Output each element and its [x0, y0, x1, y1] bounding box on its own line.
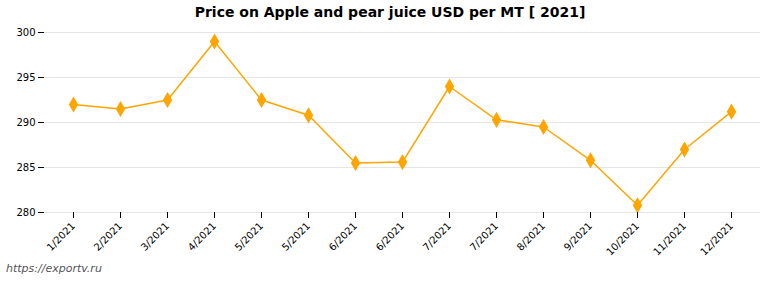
svg-text:7/2021: 7/2021	[421, 220, 454, 253]
svg-text:12/2021: 12/2021	[698, 220, 735, 257]
svg-text:2/2021: 2/2021	[92, 220, 125, 253]
svg-text:280: 280	[16, 207, 35, 218]
html-text:Price on Apple and pear juice: Price on Apple and pear juice USD per MT…	[194, 4, 586, 20]
svg-text:7/2021: 7/2021	[468, 220, 501, 253]
svg-text:300: 300	[16, 27, 35, 38]
svg-text:5/2021: 5/2021	[233, 220, 266, 253]
svg-text:6/2021: 6/2021	[327, 220, 360, 253]
svg-text:285: 285	[16, 162, 35, 173]
html-text:https://exportv.ru: https://exportv.ru	[6, 262, 102, 275]
svg-text:1/2021: 1/2021	[45, 220, 78, 253]
svg-text:295: 295	[16, 72, 35, 83]
svg-text:8/2021: 8/2021	[515, 220, 548, 253]
svg-text:9/2021: 9/2021	[562, 220, 595, 253]
svg-text:290: 290	[16, 117, 35, 128]
svg-text:10/2021: 10/2021	[604, 220, 641, 257]
svg-text:4/2021: 4/2021	[186, 220, 219, 253]
svg-text:3/2021: 3/2021	[139, 220, 172, 253]
svg-text:5/2021: 5/2021	[280, 220, 313, 253]
svg-text:6/2021: 6/2021	[374, 220, 407, 253]
svg-text:11/2021: 11/2021	[651, 220, 688, 257]
